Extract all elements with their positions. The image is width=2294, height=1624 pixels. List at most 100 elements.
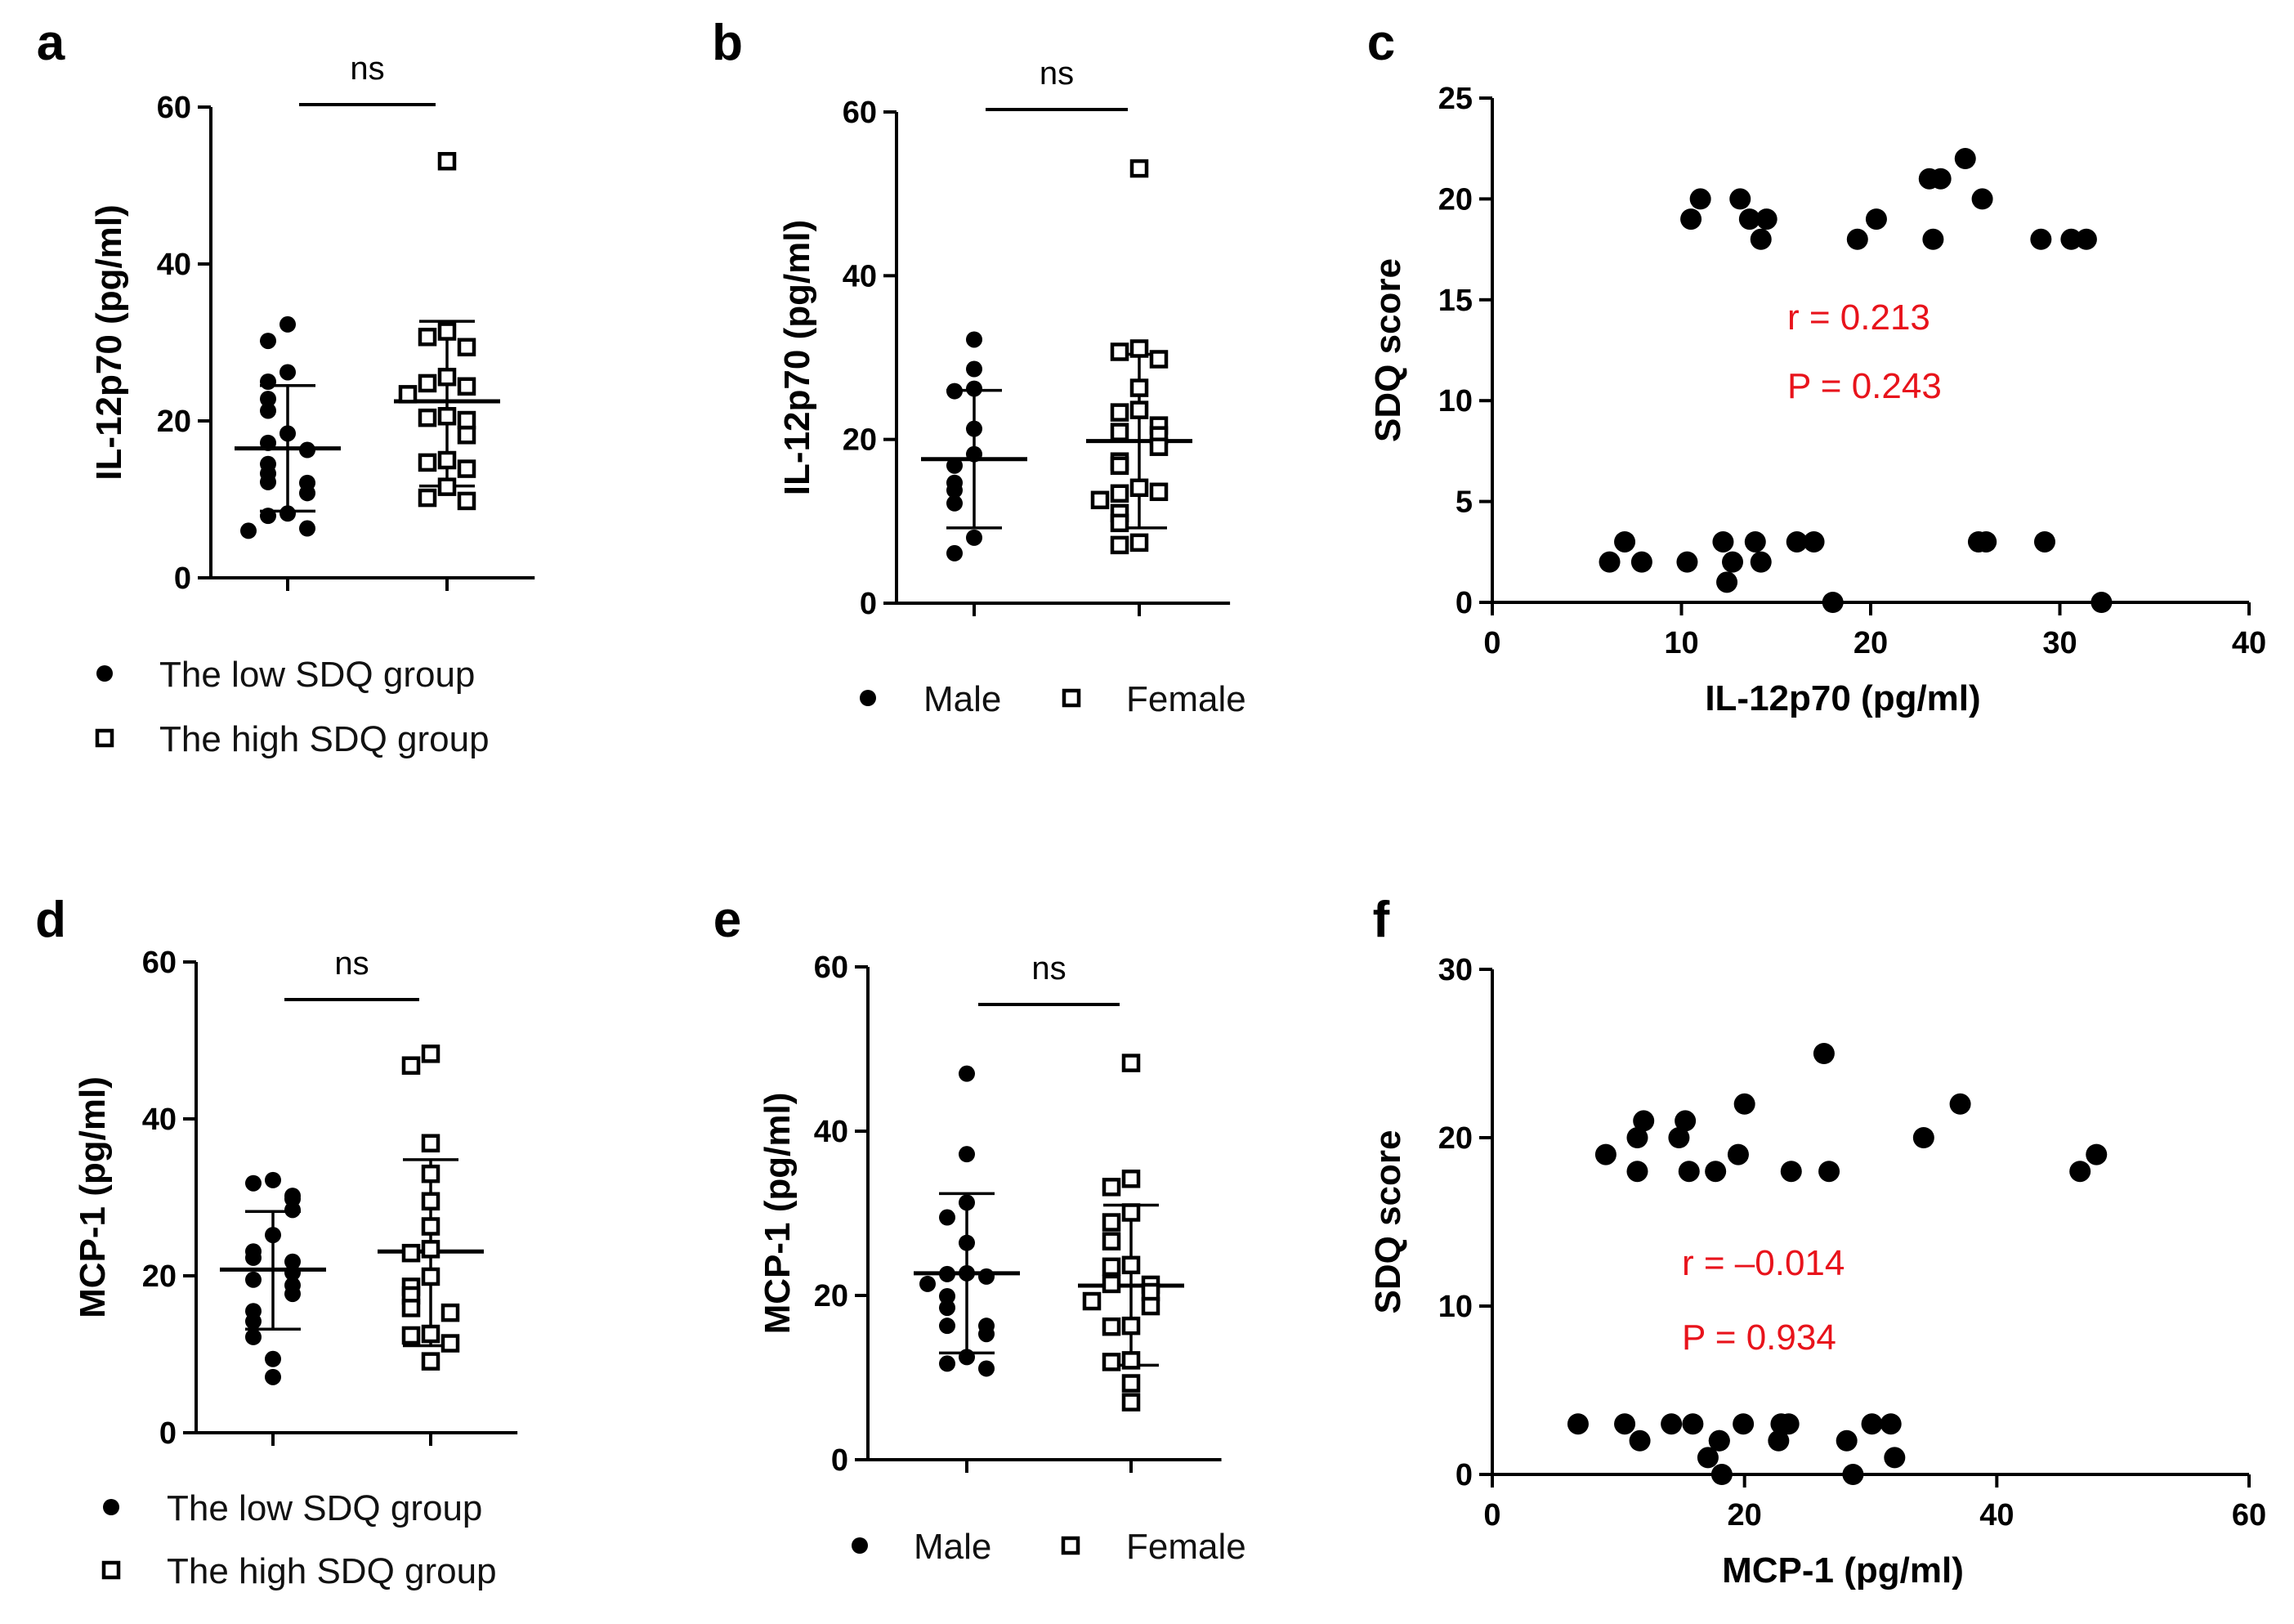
data-point — [1689, 188, 1711, 210]
data-point — [260, 374, 276, 390]
data-point — [2030, 228, 2052, 250]
legend-marker — [1061, 1536, 1080, 1555]
legend-marker — [96, 665, 113, 682]
data-point — [966, 529, 982, 546]
significance-label: ns — [1031, 951, 1066, 986]
data-point — [1129, 478, 1149, 498]
y-tick-label: 40 — [814, 1115, 848, 1149]
data-point — [2060, 228, 2082, 250]
data-point — [1110, 513, 1129, 533]
data-point — [401, 1243, 421, 1263]
data-point — [1121, 1203, 1141, 1222]
x-tick-label: 20 — [1728, 1498, 1762, 1532]
data-point — [946, 494, 963, 512]
panel-e: e 0 20 40 60 MCP-1 (pg/ml) ns Male Female — [713, 892, 1246, 1567]
y-tick-label: 0 — [174, 561, 191, 596]
data-point — [1129, 378, 1149, 397]
data-point — [1633, 1110, 1655, 1132]
data-point — [1738, 208, 1760, 230]
data-point — [245, 1249, 262, 1266]
legend-marker — [860, 690, 876, 706]
series-group-2 — [378, 1045, 484, 1371]
data-point — [279, 425, 296, 442]
data-point — [421, 1240, 440, 1259]
y-tick-label: 20 — [843, 423, 877, 458]
panel-letter: b — [712, 15, 743, 71]
data-point — [1813, 1043, 1835, 1064]
data-point — [1712, 530, 1734, 553]
data-point — [1567, 1413, 1589, 1435]
data-point — [299, 441, 315, 459]
panel-letter: e — [713, 892, 741, 948]
data-point — [919, 1275, 936, 1292]
data-point — [260, 402, 276, 419]
y-tick-label: 0 — [1456, 1458, 1473, 1492]
panel-letter: a — [37, 15, 65, 71]
data-point — [284, 1264, 301, 1282]
data-point — [299, 520, 315, 537]
panel-c: c 0 5 10 15 20 25 0 10 20 30 40 SDQ score IL-12p70 (p… — [1367, 15, 2266, 718]
data-point — [265, 1350, 281, 1367]
data-point — [1110, 456, 1129, 475]
legend-marker — [101, 1560, 121, 1580]
y-tick-label: 20 — [814, 1279, 848, 1313]
y-tick-label: 0 — [159, 1416, 177, 1451]
data-point — [1842, 1464, 1864, 1485]
data-point — [1626, 1127, 1648, 1148]
panel-a: a 0 20 40 60 IL-12p70 (pg/ml) ns The low SDQ gr… — [37, 15, 535, 759]
series-group-2 — [1078, 1054, 1184, 1411]
data-point — [1102, 1178, 1121, 1197]
data-point — [946, 481, 963, 499]
data-point — [1121, 1351, 1141, 1370]
data-point — [440, 1334, 460, 1353]
y-axis-title: IL-12p70 (pg/ml) — [89, 204, 129, 480]
data-point — [1949, 1093, 1971, 1115]
series-group-2 — [394, 151, 500, 511]
correlation-r: r = –0.014 — [1682, 1243, 1845, 1283]
y-axis-title: IL-12p70 (pg/ml) — [777, 220, 817, 495]
legend-label: The high SDQ group — [167, 1551, 497, 1591]
data-point — [265, 1368, 281, 1385]
data-point — [978, 1360, 995, 1377]
data-point — [946, 544, 963, 561]
correlation-p: P = 0.934 — [1682, 1318, 1836, 1358]
data-point — [966, 380, 982, 397]
data-point — [1922, 228, 1944, 250]
data-point — [959, 1349, 975, 1366]
data-point — [959, 1194, 975, 1211]
data-point — [959, 1264, 975, 1282]
data-point — [421, 1134, 440, 1153]
data-point — [1121, 1170, 1141, 1188]
y-tick-label: 25 — [1438, 82, 1473, 116]
data-point — [299, 485, 315, 502]
y-axis-title: MCP-1 (pg/ml) — [758, 1093, 798, 1335]
data-point — [401, 1056, 421, 1075]
data-point — [1865, 208, 1887, 230]
data-point — [1121, 1393, 1141, 1411]
data-point — [966, 331, 982, 348]
data-point — [398, 385, 418, 404]
data-point — [260, 333, 276, 350]
legend-marker — [852, 1537, 868, 1554]
data-point — [1121, 1374, 1141, 1393]
data-point — [418, 328, 437, 347]
data-point — [1722, 551, 1744, 573]
data-point — [457, 459, 476, 478]
data-point — [2069, 1161, 2091, 1183]
y-axis-title: SDQ score — [1368, 258, 1408, 442]
legend-label: The low SDQ group — [159, 655, 475, 695]
data-point — [1880, 1413, 1902, 1435]
data-point — [418, 374, 437, 393]
data-point — [279, 364, 296, 381]
data-point — [1733, 1413, 1755, 1435]
y-tick-label: 10 — [1438, 384, 1473, 418]
data-point — [260, 473, 276, 490]
data-point — [978, 1268, 995, 1285]
data-point — [1682, 1413, 1704, 1435]
data-point — [2033, 530, 2055, 553]
data-point — [1780, 1161, 1802, 1183]
data-point — [1675, 1110, 1697, 1132]
data-point — [1110, 423, 1129, 441]
data-point — [421, 1217, 440, 1236]
data-point — [939, 1318, 955, 1335]
